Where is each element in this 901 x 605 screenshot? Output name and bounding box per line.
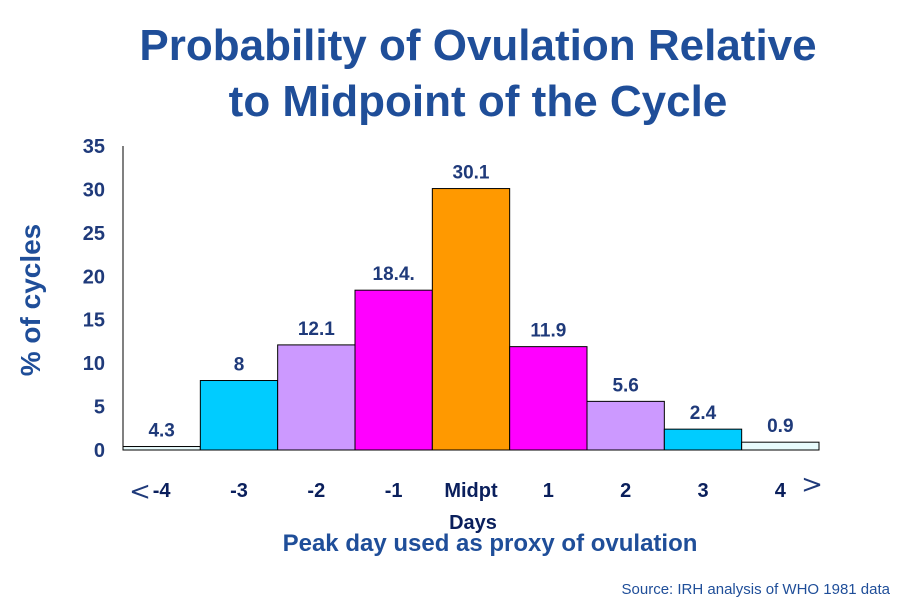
x-tick-label: -1	[385, 480, 403, 502]
source-note: Source: IRH analysis of WHO 1981 data	[622, 581, 891, 598]
data-label: 18.4.	[373, 264, 415, 285]
y-tick-label: 15	[83, 310, 105, 332]
right-arrow-label: >	[801, 470, 823, 500]
y-tick-label: 35	[83, 136, 105, 158]
left-arrow-label: <	[129, 477, 151, 507]
bar--4	[122, 446, 201, 451]
chart-title-line-2: to Midpoint of the Cycle	[229, 77, 728, 126]
data-label: 5.6	[612, 375, 638, 396]
y-tick-label: 20	[83, 266, 105, 288]
data-label: 12.1	[298, 319, 335, 340]
bar-4	[741, 441, 820, 451]
data-label: 11.9	[530, 321, 566, 342]
y-tick-label: 10	[83, 353, 105, 375]
y-tick-label: 5	[94, 397, 105, 419]
x-tick-label: 2	[620, 480, 631, 502]
bar--1	[354, 289, 433, 451]
x-tick-label: Midpt	[444, 480, 498, 502]
bar-3	[663, 428, 743, 451]
bar--3	[199, 380, 279, 451]
data-label: 30.1	[453, 163, 490, 184]
y-tick-label: 25	[83, 223, 105, 245]
x-tick-label: -2	[307, 480, 325, 502]
x-tick-label: 4	[775, 480, 787, 502]
bar-Midpt	[431, 188, 511, 451]
bar-2	[586, 400, 665, 451]
y-axis-ticks: 0 5 10 15 20 25 30 35	[83, 136, 105, 462]
data-label: 2.4	[690, 403, 717, 424]
data-label: 0.9	[767, 416, 793, 437]
x-tick-label: -3	[230, 480, 248, 502]
data-label: 8	[234, 355, 245, 376]
y-tick-label: 0	[94, 440, 105, 462]
x-tick-label: -4	[153, 480, 172, 502]
y-axis-label: % of cycles	[15, 224, 46, 377]
chart-title-line-1: Probability of Ovulation Relative	[139, 21, 816, 70]
x-tick-label: 3	[697, 480, 708, 502]
x-axis-label: Days	[449, 512, 497, 534]
data-labels-group: 4.3 8 12.1 18.4. 30.1 11.9 5.6 2.4 0.9	[148, 163, 793, 442]
data-label: 4.3	[148, 421, 174, 442]
x-axis-ticks: -4 -3 -2 -1 Midpt 1 2 3 4	[153, 480, 787, 502]
chart-subtitle: Peak day used as proxy of ovulation	[283, 530, 698, 557]
bar--2	[277, 344, 356, 451]
y-tick-label: 30	[83, 179, 105, 201]
x-tick-label: 1	[543, 480, 554, 502]
bars-group	[122, 188, 820, 451]
bar-1	[509, 346, 588, 451]
